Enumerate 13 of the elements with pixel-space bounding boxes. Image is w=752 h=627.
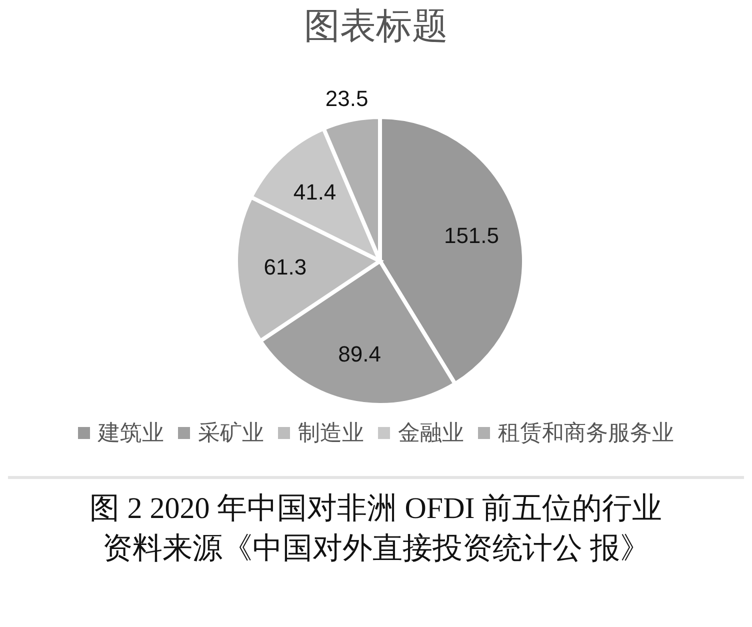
data-label: 61.3 xyxy=(264,254,307,280)
legend-label: 采矿业 xyxy=(197,419,264,447)
data-label: 23.5 xyxy=(325,86,368,111)
data-label: 151.5 xyxy=(444,222,500,248)
text: 资料来源《中国对外直接投资统计公 报》 xyxy=(101,531,651,567)
data-label: 89.4 xyxy=(338,341,381,366)
caption: 图 2 2020 年中国对非洲 OFDI 前五位的行业 xyxy=(88,491,664,527)
legend-label: 制造业 xyxy=(297,419,364,447)
legend-label: 金融业 xyxy=(397,419,464,447)
chart-title: 图表标题 xyxy=(303,4,449,48)
legend-label: 租赁和商务服务业 xyxy=(497,419,674,447)
legend-label: 建筑业 xyxy=(96,419,164,447)
data-label: 41.4 xyxy=(293,179,336,204)
